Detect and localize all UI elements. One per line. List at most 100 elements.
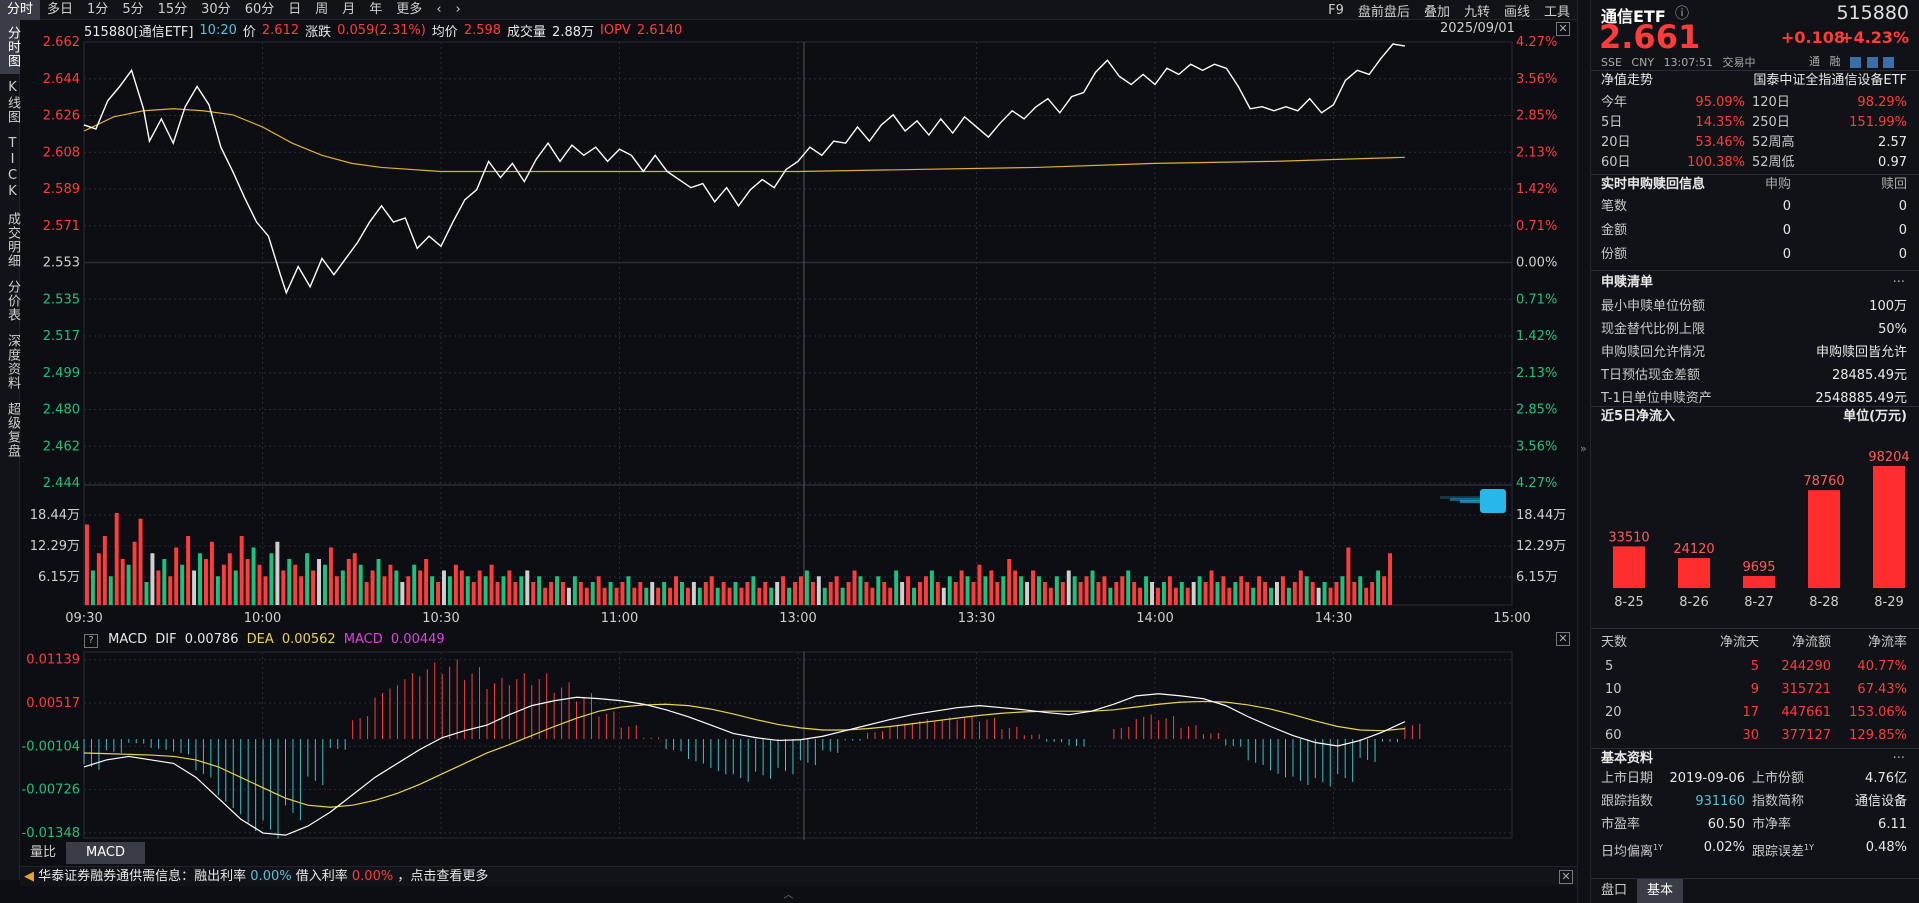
volume-bar (436, 582, 440, 605)
view-tab[interactable]: K线图 (5, 80, 20, 124)
volume-bar (822, 587, 827, 605)
market-status-line: SSE CNY 13:07:51 交易中 (1601, 54, 1755, 70)
volume-bar (840, 587, 845, 605)
alert-icon[interactable]: ⓘ (1675, 6, 1689, 22)
toolbar-tool[interactable]: 画线 (1503, 4, 1530, 20)
volume-tick: 6.15万 (1516, 570, 1558, 585)
time-tick: 14:00 (1136, 611, 1173, 626)
close-icon[interactable]: ✕ (1556, 632, 1570, 646)
perf-label: 120日 (1752, 95, 1790, 110)
panel-tab[interactable]: 基本 (1637, 879, 1684, 903)
intraday-chart[interactable]: 2.662 4.27% 2.644 3.56% 2.626 2.85% 2.608 2.13%… (0, 0, 1577, 640)
toolbar-tool[interactable]: 工具 (1543, 4, 1570, 20)
period-tab[interactable]: 更多 (396, 1, 423, 17)
price-tick: 2.553 (43, 256, 80, 271)
period-tab[interactable]: 15分 (157, 1, 188, 17)
pct-tick: 4.27% (1516, 35, 1557, 50)
flow-col-header: 净流额 (1791, 635, 1831, 650)
avg-value: 2.598 (463, 22, 502, 38)
sub-label: 金额 (1601, 223, 1628, 238)
help-icon[interactable]: ? (84, 634, 98, 648)
volume-bar (1233, 582, 1238, 605)
close-icon[interactable]: ✕ (1556, 22, 1570, 36)
volume-bar (864, 582, 869, 605)
period-tab[interactable]: 30分 (201, 1, 231, 17)
volume-bar (1173, 587, 1178, 605)
sync-icon[interactable] (1866, 56, 1878, 68)
price-change: +0.108 (1781, 28, 1846, 47)
nav-header: 净值走势 国泰中证全指通信设备ETF (1591, 70, 1919, 91)
panel-collapse-handle[interactable]: » (1577, 0, 1591, 903)
close-icon[interactable]: ✕ (1559, 870, 1573, 884)
sub-row: 笔数 0 0 (1591, 196, 1919, 217)
view-tab[interactable]: 分时图 (0, 20, 20, 74)
view-tab[interactable]: 深度资料 (5, 334, 20, 390)
double-chevron-right-icon[interactable]: » (1580, 442, 1587, 455)
list-value: 2548885.49元 (1815, 391, 1907, 406)
list-row: T日预估现金差额 28485.49元 (1591, 365, 1919, 386)
sub-row: 金额 0 0 (1591, 220, 1919, 241)
period-tab[interactable]: 1分 (87, 1, 109, 17)
toolbar-tool[interactable]: 叠加 (1423, 4, 1450, 20)
chevron-left-icon[interactable]: ‹ (436, 1, 442, 17)
inflow-value-label: 9695 (1742, 560, 1775, 575)
volume-bar (834, 576, 839, 605)
perf-value: 14.35% (1695, 115, 1745, 130)
volume-bar (703, 582, 708, 605)
inflow-value-label: 98204 (1868, 450, 1909, 465)
period-tab[interactable]: 分时 (0, 0, 41, 20)
period-tab[interactable]: 年 (369, 1, 383, 17)
toolbar-tool[interactable]: 盘前盘后 (1357, 4, 1410, 20)
toolbar-tool[interactable]: 九转 (1463, 4, 1490, 20)
edit-icon[interactable] (1850, 56, 1861, 68)
pct-tick: 2.85% (1516, 403, 1557, 418)
panel-tab[interactable]: 盘口 (1601, 883, 1628, 898)
view-tab[interactable]: 超级复盘 (5, 402, 20, 458)
chevron-right-icon[interactable]: › (455, 1, 461, 17)
dea-value: 0.00562 (281, 632, 336, 647)
period-tab[interactable]: 60分 (244, 1, 275, 17)
tong-badge[interactable]: 通 (1809, 55, 1820, 68)
perf-value: 100.38% (1687, 155, 1745, 170)
more-icon[interactable]: ··· (1892, 751, 1905, 766)
basic-label-text: 上市份额 (1752, 771, 1805, 786)
time-tick: 15:00 (1493, 611, 1530, 626)
period-tab[interactable]: 多日 (47, 1, 74, 17)
volume-bar (745, 582, 750, 605)
basic-value[interactable]: 931160 (1695, 794, 1745, 809)
view-tab[interactable]: TICK (5, 136, 20, 200)
perf-row: 60日 100.38% 52周低 0.97 (1591, 152, 1919, 173)
period-tab[interactable]: 日 (288, 1, 302, 17)
chevron-up-icon[interactable]: ︿ (783, 890, 794, 901)
toolbar-tool[interactable]: F9 (1328, 2, 1344, 18)
volume-bar (626, 576, 631, 605)
iopv-value: 2.6140 (636, 22, 683, 38)
macd-chart[interactable]: 0.01139 0.00517 -0.00104 -0.00726 -0.01348 (0, 640, 1577, 840)
view-tab[interactable]: 分价表 (5, 280, 20, 322)
volume-bar (1275, 582, 1279, 605)
volume-bar (132, 541, 137, 605)
volume-bar (793, 582, 797, 605)
period-tab[interactable]: 周 (315, 1, 329, 17)
volume-bar (352, 553, 357, 605)
flow-net-amount: 315721 (1781, 682, 1831, 697)
indicator-tab[interactable]: 量比 (30, 845, 57, 860)
period-tab[interactable]: 5分 (122, 1, 144, 17)
add-icon[interactable] (1883, 56, 1894, 68)
volume-bar (1161, 582, 1166, 605)
rong-badge[interactable]: 融 (1829, 55, 1841, 68)
more-icon[interactable]: ··· (1892, 275, 1905, 290)
list-value: 100万 (1869, 299, 1907, 314)
margin-text-3[interactable]: ，点击查看更多 (397, 869, 489, 884)
macd-tick: -0.00104 (22, 739, 80, 754)
period-tab[interactable]: 月 (342, 1, 356, 17)
volume-bar (1334, 582, 1339, 605)
flow-days: 10 (1605, 682, 1622, 697)
view-tab[interactable]: 成交明细 (5, 212, 20, 268)
volume-bar (412, 564, 417, 605)
volume-bar (459, 570, 464, 605)
volume-bar (1251, 587, 1256, 605)
indicator-tab[interactable]: MACD (66, 842, 145, 864)
margin-info-bar[interactable]: ◀ 华泰证券融券通供需信息：融出利率 0.00% 借入利率 0.00% ，点击查… (20, 866, 1577, 886)
volume-bar (1239, 576, 1244, 605)
